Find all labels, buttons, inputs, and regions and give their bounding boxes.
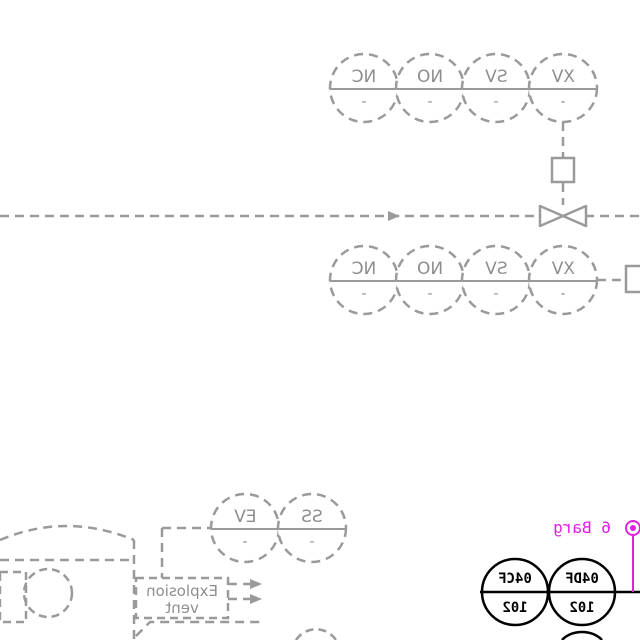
bubble-number: - [493,286,498,302]
bubble-tag: 04CF [498,571,532,587]
bubble-number: - [560,94,565,110]
bubble-number: - [309,534,314,550]
bubble-number: 102 [569,600,594,616]
instrument-bubble[interactable]: XV - [527,52,599,124]
bubble-tag: XV [551,259,575,279]
bubble-tag: 04DF [565,571,599,587]
vent-arrow-icon [250,579,262,589]
instrument-bubble[interactable]: SV - [460,244,532,316]
bubble-number: - [361,286,366,302]
vessel-port-icon [22,567,74,619]
bubble-number: - [361,94,366,110]
pressure-signal[interactable]: 6 Barg [553,518,640,592]
bubble-tag: SV [485,259,508,279]
middle-instrument-group: NC - NO - SV - XV - [328,244,640,316]
vessel-equipment [0,524,136,640]
bubble-tag: SS [301,507,323,527]
instrument-bubble[interactable]: NO - [394,52,466,124]
bubble-number: 102 [502,600,527,616]
gate-valve-icon[interactable] [538,204,588,228]
bubble-tag: NO [417,259,443,279]
vessel-nozzle [0,570,28,624]
signal-node-dot-icon [630,525,636,531]
off-page-connector-icon [624,264,640,294]
instrument-bubble[interactable]: SS - [276,492,348,564]
vessel-roof [0,524,135,542]
partial-active-bubble [561,630,603,640]
vent-arrow-icon [250,594,262,604]
vent-label-line2: vent [165,599,199,617]
top-instrument-group: NC - NO - SV - XV - [328,52,599,205]
instrument-bubble[interactable]: EV - [209,492,281,564]
vent-discharge [135,620,262,637]
bubble-tag: NC [352,67,377,87]
lower-instrument-group: EV - SS - [209,492,348,564]
flow-arrow-icon [388,211,400,221]
instrument-bubble[interactable]: NO - [394,244,466,316]
bubble-number: - [493,94,498,110]
bubble-tag: EV [234,507,257,527]
bubble-number: - [427,94,432,110]
explosion-vent[interactable]: Explosion vent [134,526,262,637]
vent-label-line1: Explosion [146,582,218,600]
partial-instrument-bubble [294,628,338,640]
instrument-bubble[interactable]: NC - [328,52,400,124]
bubble-number: - [427,286,432,302]
actuator-icon [550,156,576,184]
instrument-bubble[interactable]: NC - [328,244,400,316]
instrument-bubble-active[interactable]: 04CF 102 [480,557,550,627]
active-instrument-group: 04CF 102 04DF 102 [480,557,640,640]
instrument-bubble[interactable]: SV - [460,52,532,124]
bubble-tag: SV [485,67,508,87]
bubble-tag: NC [352,259,377,279]
bubble-number: - [242,534,247,550]
instrument-bubble[interactable]: XV - [527,244,599,316]
signal-label: 6 Barg [553,518,611,537]
bubble-tag: NO [417,67,443,87]
bubble-tag: XV [551,67,575,87]
instrument-bubble-active[interactable]: 04DF 102 [547,557,617,627]
bubble-number: - [560,286,565,302]
